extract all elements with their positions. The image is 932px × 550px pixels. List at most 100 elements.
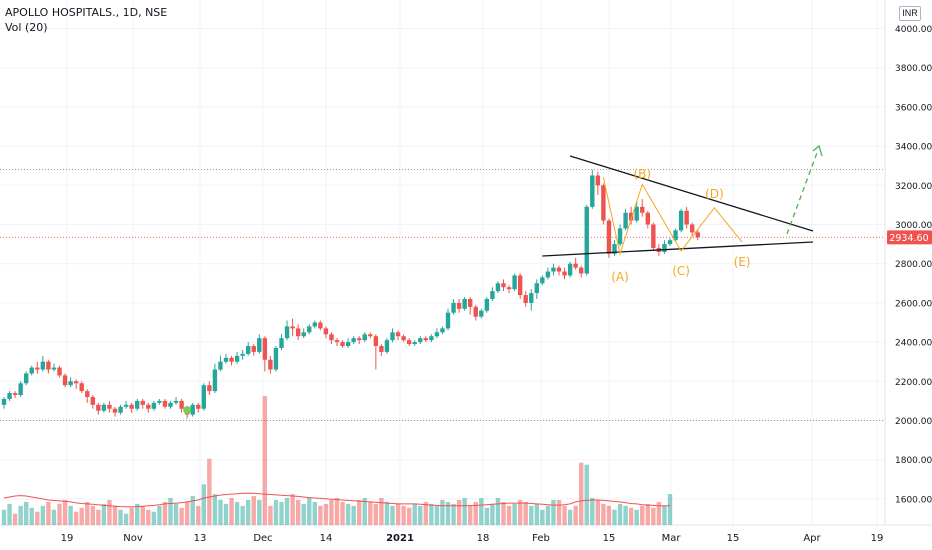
volume-bar xyxy=(62,499,68,525)
volume-bar xyxy=(7,503,12,525)
candle-body xyxy=(412,342,417,345)
volume-bar xyxy=(107,499,112,525)
candle-body xyxy=(223,357,229,362)
volume-bars xyxy=(1,396,673,525)
candle-body xyxy=(340,342,345,347)
volume-bar xyxy=(401,505,406,525)
candle-body xyxy=(673,230,678,241)
volume-bar xyxy=(523,501,528,525)
volume-bar xyxy=(379,498,384,525)
volume-bar xyxy=(406,507,412,525)
candle-body xyxy=(456,302,462,309)
volume-bar xyxy=(146,509,151,525)
volume-bar xyxy=(579,462,584,525)
volume-bar xyxy=(667,494,673,525)
volume-bar xyxy=(506,505,512,525)
candle-body xyxy=(85,391,90,397)
volume-bar xyxy=(345,503,351,525)
price-tick-label: 3600.00 xyxy=(895,103,932,113)
volume-bar xyxy=(29,507,34,525)
candle-body xyxy=(112,408,118,413)
volume-bar xyxy=(96,509,101,525)
volume-bar xyxy=(123,513,129,525)
volume-bar xyxy=(456,499,462,525)
price-candles xyxy=(1,169,700,419)
candle-body xyxy=(90,396,95,405)
candle-body xyxy=(517,275,523,296)
price-tick-label: 4000.00 xyxy=(895,25,932,35)
volume-bar xyxy=(534,503,539,525)
candle-body xyxy=(212,369,218,392)
candle-body xyxy=(18,383,23,396)
candle-body xyxy=(651,224,656,249)
volume-bar xyxy=(484,507,490,525)
candle-body xyxy=(7,393,12,399)
grid-lines xyxy=(0,0,932,526)
wave-path xyxy=(602,177,743,256)
volume-bar xyxy=(445,501,451,525)
candle-body xyxy=(140,400,145,405)
candle-body xyxy=(429,336,434,341)
candle-body xyxy=(79,383,84,392)
volume-bar xyxy=(257,499,262,525)
wave-label: (B) xyxy=(633,167,651,181)
last-price-badge-bg xyxy=(887,230,932,245)
candle-body xyxy=(196,404,201,409)
candle-body xyxy=(207,385,212,392)
candle-body xyxy=(323,328,329,335)
candle-body xyxy=(257,338,262,352)
volume-bar xyxy=(368,501,373,525)
candle-body xyxy=(107,404,112,409)
candle-body xyxy=(534,283,539,294)
candle-body xyxy=(406,340,412,345)
price-axis[interactable]: 4000.00 3800.00 3600.00 3400.00 3200.00 3000.… xyxy=(895,25,932,505)
volume-bar xyxy=(390,505,395,525)
volume-bar xyxy=(540,509,545,525)
currency-badge[interactable]: INR xyxy=(899,6,921,21)
candle-body xyxy=(595,175,601,186)
volume-bar xyxy=(395,503,401,525)
candle-body xyxy=(423,338,428,341)
candle-body xyxy=(623,212,628,229)
candle-body xyxy=(279,338,284,348)
candle-body xyxy=(362,334,367,341)
volume-bar xyxy=(651,507,656,525)
volume-bar xyxy=(101,503,107,525)
price-tick-label: 2400.00 xyxy=(895,339,932,349)
volume-bar xyxy=(162,501,168,525)
volume-bar xyxy=(246,499,251,525)
volume-bar xyxy=(584,464,589,525)
candle-body xyxy=(157,400,162,403)
volume-bar xyxy=(196,505,201,525)
candle-body xyxy=(556,267,562,272)
symbol-title: APOLLO HOSPITALS., 1D, NSE xyxy=(5,6,168,19)
candle-body xyxy=(579,267,584,274)
candle-body xyxy=(373,336,379,347)
volume-bar xyxy=(351,505,356,525)
volume-bar xyxy=(462,498,467,525)
time-tick-label: Apr xyxy=(803,533,821,544)
price-tick-label: 2200.00 xyxy=(895,378,932,388)
volume-bar xyxy=(251,496,256,525)
volume-bar xyxy=(24,501,29,525)
candle-body xyxy=(290,326,295,329)
candle-body xyxy=(51,367,57,370)
volume-bar xyxy=(290,494,295,525)
volume-bar xyxy=(295,499,301,525)
price-tick-label: 1600.00 xyxy=(895,495,932,505)
volume-bar xyxy=(234,501,240,525)
time-axis[interactable]: 19 Nov 13 Dec 14 2021 18 Feb 15 Mar 15 Apr 19 xyxy=(61,533,884,544)
time-tick-label: 15 xyxy=(603,533,616,544)
time-tick-label: Feb xyxy=(532,533,550,544)
wave-label: (C) xyxy=(672,264,690,278)
volume-bar xyxy=(556,499,562,525)
volume-indicator-label: Vol (20) xyxy=(5,21,48,34)
volume-bar xyxy=(262,396,268,525)
candle-body xyxy=(451,302,456,313)
candle-body xyxy=(35,367,40,370)
volume-bar xyxy=(18,505,23,525)
candle-body xyxy=(495,283,501,292)
candle-body xyxy=(462,298,467,309)
candle-body xyxy=(523,295,528,303)
